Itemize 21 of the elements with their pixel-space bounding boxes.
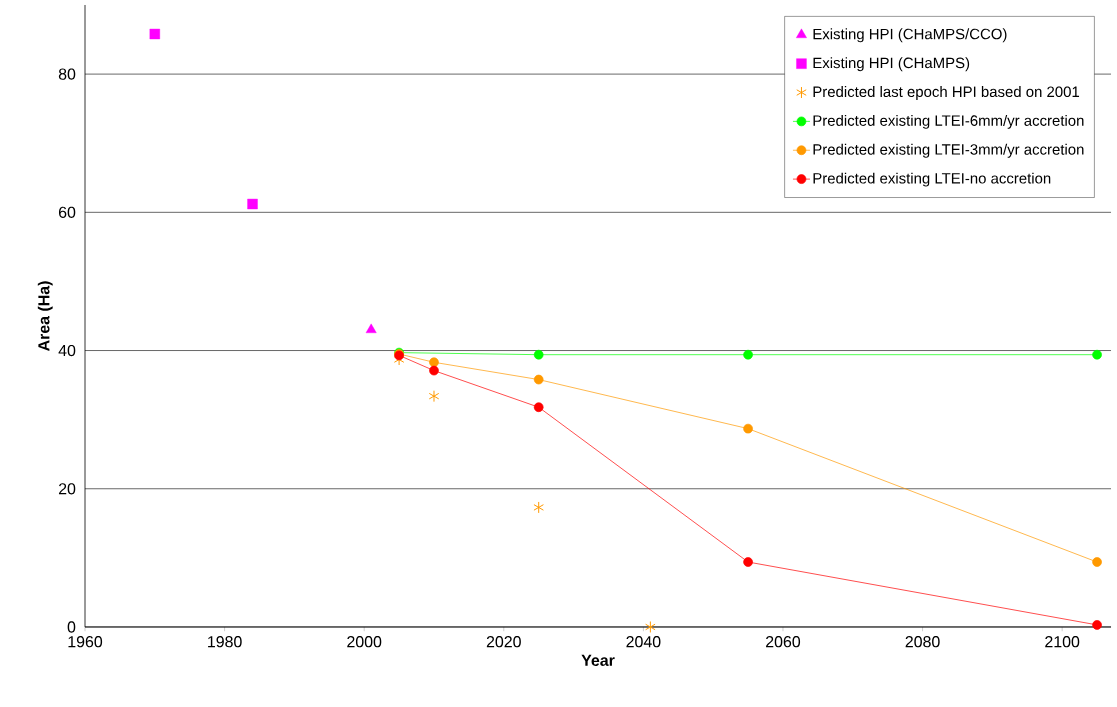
y-tick-label: 0 [67, 621, 76, 633]
x-axis-title: Year [581, 654, 615, 666]
y-axis-title: Area (Ha) [37, 281, 53, 352]
x-tick-label: 2000 [347, 636, 382, 648]
legend-label: Predicted last epoch HPI based on 2001 [813, 86, 1080, 100]
x-tick-label: 2040 [626, 636, 661, 648]
y-tick-label: 20 [58, 483, 76, 495]
legend-label: Predicted existing LTEI-6mm/yr accretion [813, 114, 1084, 129]
legend-label: Predicted existing LTEI-no accretion [813, 172, 1051, 187]
x-tick-label: 2100 [1045, 636, 1080, 648]
x-tick-label: 1980 [208, 636, 242, 648]
x-tick-label: 2020 [486, 636, 521, 648]
y-tick-label: 60 [58, 206, 76, 218]
legend-label: Existing HPI (CHaMPS) [813, 57, 970, 72]
y-tick-label: 40 [58, 344, 76, 357]
legend-label: Predicted existing LTEI-3mm/yr accretion [813, 143, 1084, 158]
x-tick-label: 1960 [68, 636, 103, 648]
y-tick-label: 80 [58, 68, 76, 80]
x-tick-label: 2060 [766, 636, 801, 648]
legend-label: Existing HPI (CHaMPS/CCO) [813, 28, 1007, 43]
x-tick-label: 2080 [905, 636, 940, 648]
